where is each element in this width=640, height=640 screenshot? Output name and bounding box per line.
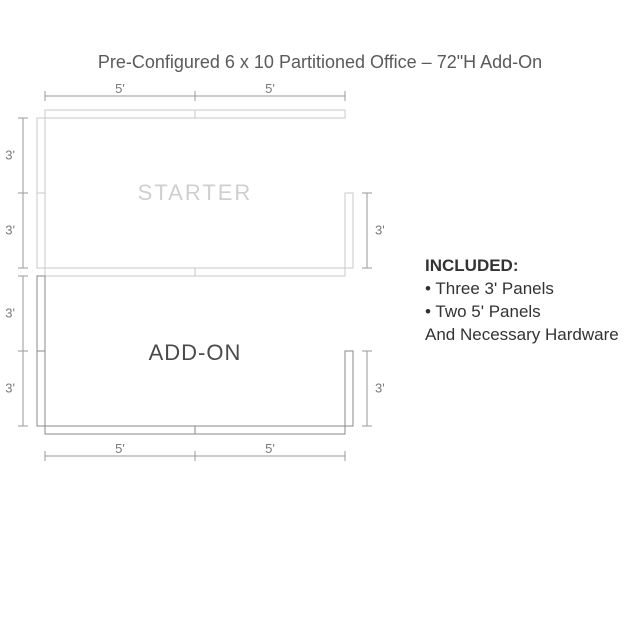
ao-left-3a-dim: 3' (5, 306, 15, 321)
mid-5b (195, 268, 345, 276)
included-item: • Three 3' Panels (425, 278, 619, 301)
mid-5a (45, 268, 195, 276)
included-footer: And Necessary Hardware (425, 324, 619, 347)
addon-region: ADD-ON (149, 340, 242, 365)
bot-5a-dim: 5' (115, 441, 125, 456)
included-item: • Two 5' Panels (425, 301, 619, 324)
top-5a (45, 110, 195, 118)
ao-left-3b-dim: 3' (5, 381, 15, 396)
bot-5b-dim: 5' (265, 441, 275, 456)
starter-region: STARTER (138, 180, 253, 205)
included-heading: INCLUDED: (425, 255, 619, 278)
st-left-3a-dim: 3' (5, 148, 15, 163)
top-5b (195, 110, 345, 118)
st-right-3 (345, 193, 353, 268)
top-5b-dim: 5' (265, 81, 275, 96)
bot-5a (45, 426, 195, 434)
included-block: INCLUDED: • Three 3' Panels • Two 5' Pan… (425, 255, 619, 347)
bot-5b (195, 426, 345, 434)
ao-right-3-dim: 3' (375, 381, 385, 396)
ao-left-3b (37, 351, 45, 426)
ao-left-3a (37, 276, 45, 351)
st-left-3b-dim: 3' (5, 223, 15, 238)
st-left-3a (37, 118, 45, 193)
st-right-3-dim: 3' (375, 223, 385, 238)
top-5a-dim: 5' (115, 81, 125, 96)
st-left-3b (37, 193, 45, 268)
ao-right-3 (345, 351, 353, 426)
